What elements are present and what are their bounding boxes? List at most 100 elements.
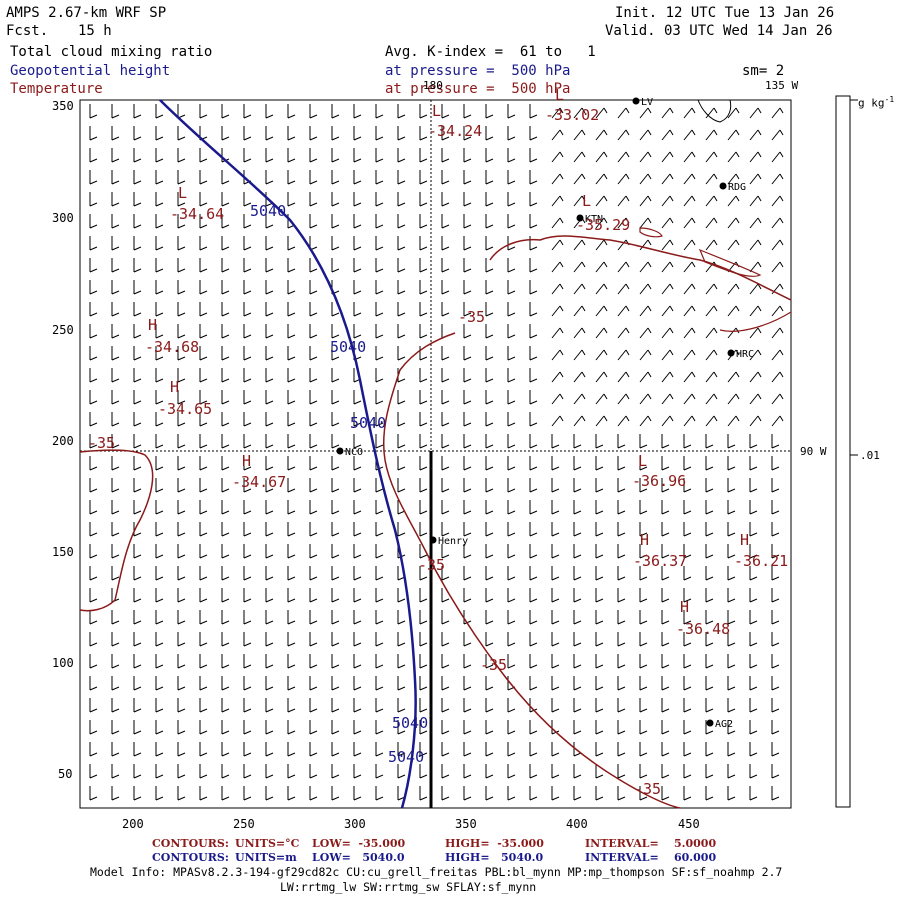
wind-barb [507, 742, 516, 757]
wind-barb [771, 151, 784, 163]
wind-barb [463, 500, 472, 515]
wind-barb [111, 324, 120, 339]
wind-barb [595, 239, 608, 251]
wind-barb [683, 393, 696, 405]
wind-barb [485, 170, 494, 185]
wind-barb [485, 192, 494, 207]
wind-barb [617, 217, 630, 229]
wind-barb [265, 786, 274, 801]
wind-barb [771, 742, 780, 757]
wind-barb [551, 415, 564, 427]
wind-barb [177, 412, 186, 427]
height-contour-high: HIGH= 5040.0 [445, 851, 544, 864]
wind-barb [749, 261, 762, 273]
wind-barb [89, 588, 98, 603]
wind-barb [199, 214, 208, 229]
wind-barb [243, 764, 252, 779]
wind-barb [463, 412, 472, 427]
wind-barb [441, 368, 450, 383]
wind-barb [485, 390, 494, 405]
wind-barb [705, 720, 714, 735]
wind-barb [463, 786, 472, 801]
wind-barb [617, 415, 630, 427]
wind-barb [375, 104, 384, 119]
wind-barb [661, 371, 674, 383]
wind-barb [639, 566, 648, 581]
wind-barb [243, 632, 252, 647]
wind-barb [221, 676, 230, 691]
wind-barb [133, 390, 142, 405]
wind-barb [375, 258, 384, 273]
wind-barb [529, 654, 538, 669]
wind-barb [265, 148, 274, 163]
wind-barb [595, 107, 608, 119]
wind-barb [397, 148, 406, 163]
wind-barb [331, 302, 340, 317]
wind-barb [89, 544, 98, 559]
wind-barb [463, 676, 472, 691]
wind-barb [595, 261, 608, 273]
wind-barb [375, 544, 384, 559]
wind-barb [155, 588, 164, 603]
wind-barb [771, 283, 784, 295]
wind-barb [617, 588, 626, 603]
wind-barb [111, 522, 120, 537]
wind-barb [177, 104, 186, 119]
wind-barb [309, 302, 318, 317]
wind-barb [397, 720, 406, 735]
wind-barb [705, 217, 718, 229]
wind-barb [287, 390, 296, 405]
wind-barb [727, 327, 740, 339]
wind-barb [199, 632, 208, 647]
plot-frame [79, 99, 792, 809]
wind-barb [749, 632, 758, 647]
wind-barb [133, 522, 142, 537]
wind-barb [177, 434, 186, 449]
wind-barb [177, 478, 186, 493]
wind-barb [727, 151, 740, 163]
wind-barb [155, 522, 164, 537]
wind-barb [287, 676, 296, 691]
wind-barb [485, 148, 494, 163]
wind-barb [441, 654, 450, 669]
wind-barb [617, 283, 630, 295]
colorbar-unit: g kg-1 [858, 96, 894, 109]
wind-barb [133, 456, 142, 471]
wind-barb [309, 214, 318, 229]
wind-barb [199, 456, 208, 471]
wind-barb [243, 478, 252, 493]
wind-barb [507, 346, 516, 361]
wind-barb [749, 393, 762, 405]
wind-barb [507, 324, 516, 339]
wind-barb [199, 764, 208, 779]
wind-barb [661, 195, 674, 207]
wind-barb [485, 280, 494, 295]
wind-barb [111, 764, 120, 779]
wind-barb [419, 632, 428, 647]
x-tick-350: 350 [455, 817, 477, 831]
wind-barb [375, 610, 384, 625]
wind-barb [375, 302, 384, 317]
x-tick-250: 250 [233, 817, 255, 831]
wind-barb [353, 544, 362, 559]
wind-barb [683, 544, 692, 559]
wind-barb [309, 192, 318, 207]
wind-barb [639, 129, 652, 141]
wind-barb [771, 720, 780, 735]
wind-barb [463, 368, 472, 383]
wind-barb [529, 170, 538, 185]
wind-barb [89, 346, 98, 361]
height-contour-label: 5040 [250, 202, 286, 220]
wind-barb [507, 192, 516, 207]
wind-barb [507, 610, 516, 625]
wind-barb [155, 742, 164, 757]
wind-barb [133, 698, 142, 713]
wind-barb [507, 302, 516, 317]
wind-barb [551, 261, 564, 273]
wind-barb [529, 192, 538, 207]
wind-barb [89, 390, 98, 405]
wind-barb [221, 764, 230, 779]
y-tick-200: 200 [52, 434, 74, 448]
wind-barb [89, 742, 98, 757]
wind-barb [397, 698, 406, 713]
